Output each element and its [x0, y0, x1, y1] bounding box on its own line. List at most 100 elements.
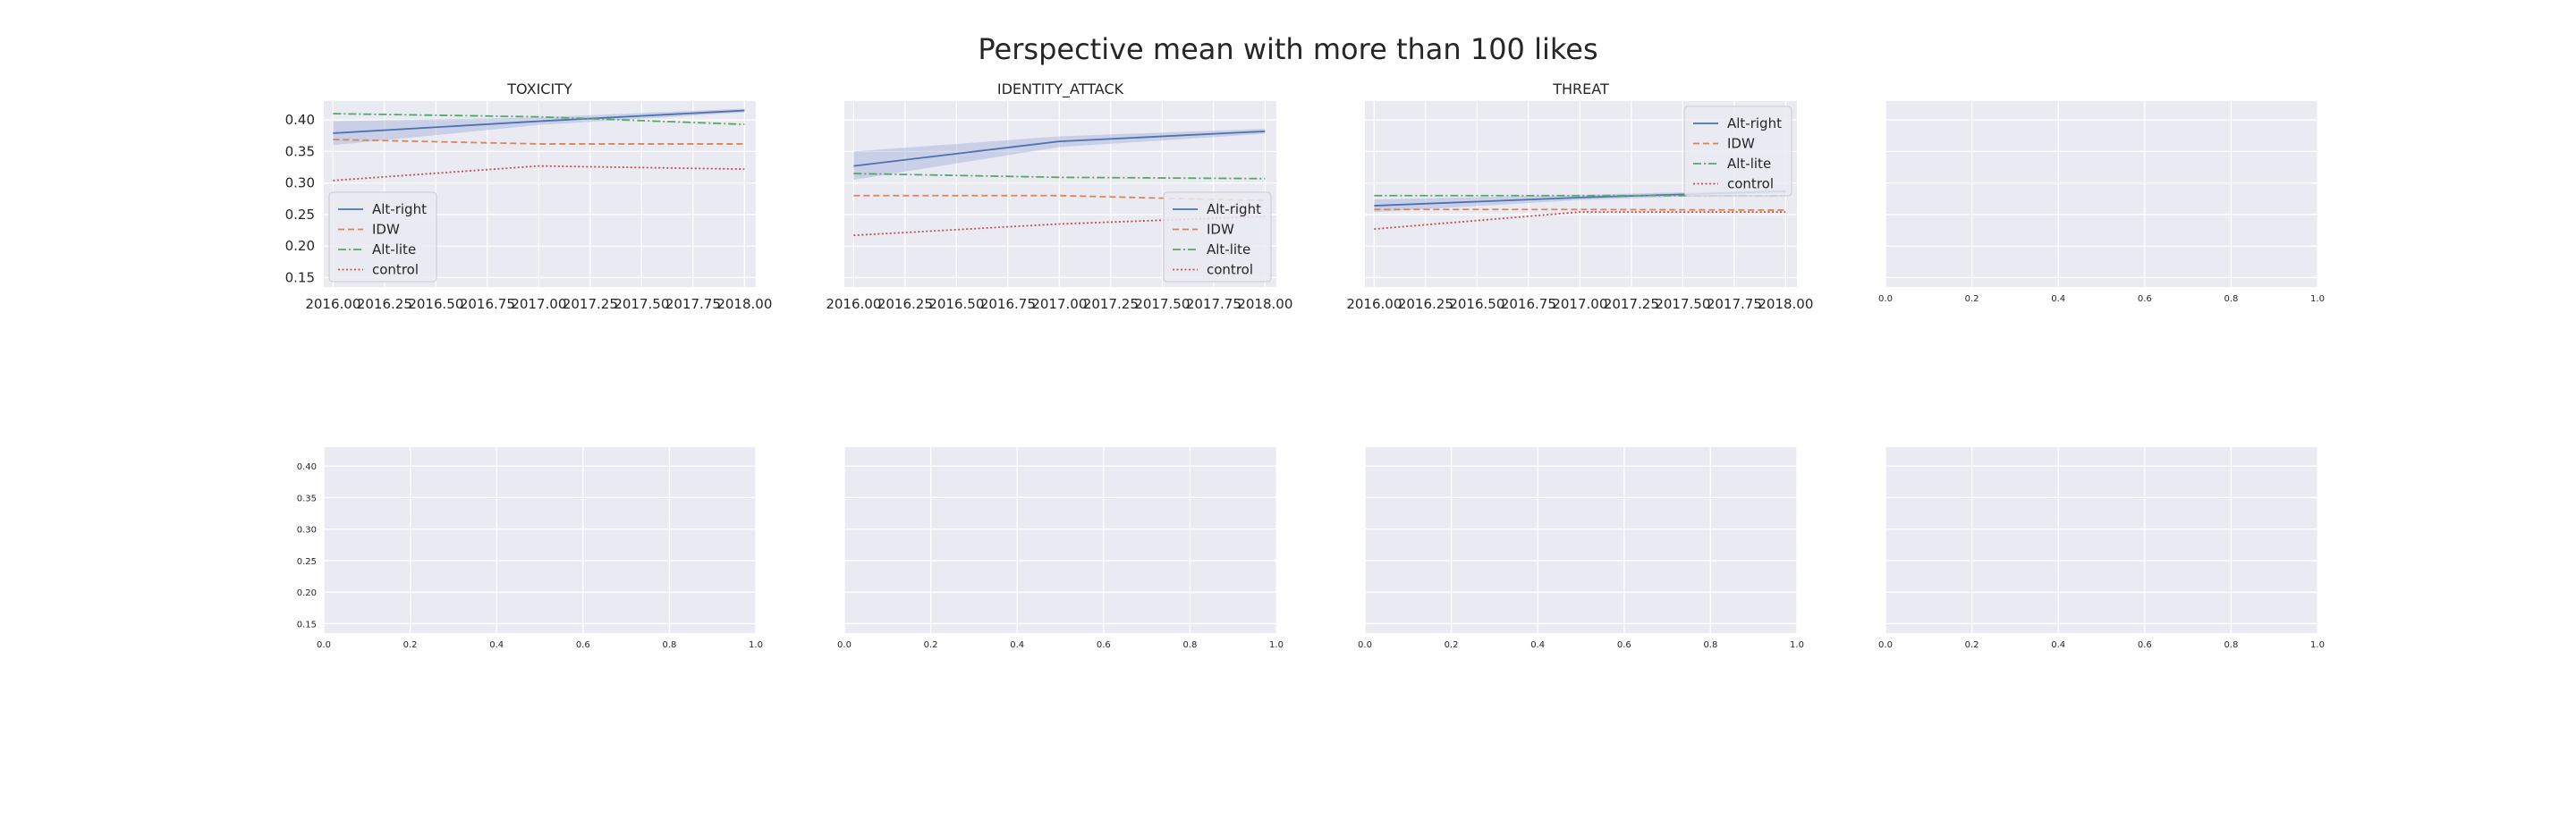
y-tick-label: 0.25: [285, 207, 315, 223]
x-tick-label: 2016.50: [928, 296, 984, 312]
x-tick-label: 0.4: [489, 640, 504, 650]
plot-area: [844, 447, 1276, 633]
x-tick-label: 1.0: [749, 640, 763, 650]
legend-label: Alt-lite: [372, 241, 416, 258]
legend: Alt-right IDW Alt-lite control: [328, 191, 437, 283]
x-tick-label: 0.6: [2138, 294, 2152, 304]
x-tick-label: 2017.25: [1083, 296, 1139, 312]
x-tick-label: 2017.25: [563, 296, 618, 312]
series-line-alt-lite: [853, 173, 1266, 180]
subplot-2: 2016.002016.252016.502016.752017.002017.…: [826, 80, 1292, 312]
y-tick-label: 0.30: [297, 526, 317, 536]
y-tick-label: 0.15: [285, 269, 315, 285]
legend-label: Alt-right: [1207, 201, 1261, 217]
x-tick-label: 2018.00: [1758, 296, 1813, 312]
subplot-8: 0.0 0.2 0.4 0.6 0.8 1.0: [1878, 447, 2325, 650]
legend: Alt-right IDW Alt-lite control: [1683, 106, 1792, 197]
confidence-band-alt-right: [333, 108, 745, 146]
legend-label: Alt-lite: [1207, 241, 1250, 258]
y-tick-label: 0.15: [297, 620, 317, 630]
legend-label: control: [372, 262, 419, 278]
x-tick-label: 0.8: [1703, 640, 1717, 650]
x-tick-label: 2016.25: [877, 296, 933, 312]
plot-area: [324, 447, 756, 633]
x-tick-label: 0.0: [1358, 640, 1372, 650]
x-tick-label: 0.8: [2224, 294, 2238, 304]
legend-box: [1163, 191, 1272, 283]
x-tick-label: 2016.75: [1501, 296, 1556, 312]
x-tick-label: 2016.25: [1398, 296, 1453, 312]
y-tick-label: 0.25: [297, 557, 317, 567]
subplot-6: 0.0 0.2 0.4 0.6 0.8 1.0: [837, 447, 1284, 650]
x-tick-label: 2016.00: [1346, 296, 1402, 312]
x-tick-label: 0.6: [1097, 640, 1111, 650]
x-tick-label: 0.4: [1010, 640, 1024, 650]
legend-label: IDW: [1207, 222, 1234, 238]
series-line-control: [1374, 211, 1786, 231]
subplot-title: IDENTITY_ATTACK: [997, 80, 1124, 98]
legend-box: [328, 191, 437, 283]
x-tick-label: 0.2: [1965, 640, 1979, 650]
x-tick-label: 2017.00: [1552, 296, 1607, 312]
y-tick-label: 0.40: [285, 112, 315, 128]
x-tick-label: 2016.75: [980, 296, 1036, 312]
x-tick-label: 1.0: [2310, 294, 2325, 304]
x-tick-label: 2017.75: [1186, 296, 1241, 312]
series-line-alt-lite: [333, 113, 745, 125]
subplot-title: TOXICITY: [506, 80, 572, 97]
subplot-1: 2016.002016.252016.502016.752017.002017.…: [285, 80, 773, 312]
subplot-title: THREAT: [1552, 80, 1609, 97]
x-tick-label: 2017.00: [511, 296, 566, 312]
x-tick-label: 2017.50: [1134, 296, 1190, 312]
x-tick-label: 0.6: [1617, 640, 1631, 650]
series-line-control: [333, 165, 745, 182]
legend-label: IDW: [372, 222, 400, 238]
y-tick-label: 0.40: [297, 462, 317, 472]
legend-label: IDW: [1727, 136, 1755, 152]
x-tick-label: 2017.50: [614, 296, 669, 312]
x-tick-label: 0.8: [1182, 640, 1197, 650]
legend-label: control: [1207, 262, 1253, 278]
x-tick-label: 0.0: [317, 640, 331, 650]
legend-label: control: [1727, 176, 1774, 192]
x-tick-label: 2018.00: [1237, 296, 1292, 312]
x-tick-label: 0.4: [2051, 294, 2065, 304]
subplot-4: 0.0 0.2 0.4 0.6 0.8 1.0: [1878, 101, 2325, 304]
legend-box: [1683, 106, 1792, 197]
x-tick-label: 0.2: [1445, 640, 1459, 650]
series-line-alt-right: [333, 109, 745, 134]
y-tick-label: 0.20: [285, 238, 315, 254]
x-tick-label: 0.4: [2051, 640, 2065, 650]
plot-area: [1885, 447, 2318, 633]
x-tick-label: 0.6: [2138, 640, 2152, 650]
subplot-5: 0.0 0.2 0.4 0.6 0.8 1.0 0.15 0.20 0.25 0.30 0.35 0.…: [297, 447, 763, 650]
y-tick-label: 0.30: [285, 175, 315, 191]
x-tick-label: 2016.50: [1449, 296, 1504, 312]
y-tick-label: 0.35: [285, 143, 315, 159]
plot-area: [1885, 101, 2318, 287]
x-tick-label: 2017.75: [1707, 296, 1762, 312]
x-tick-label: 0.2: [924, 640, 938, 650]
subplot-7: 0.0 0.2 0.4 0.6 0.8 1.0: [1358, 447, 1804, 650]
legend-label: Alt-right: [372, 201, 427, 217]
x-tick-label: 0.2: [403, 640, 418, 650]
x-tick-label: 2016.25: [357, 296, 412, 312]
y-tick-label: 0.35: [297, 494, 317, 503]
x-tick-label: 2016.00: [305, 296, 360, 312]
legend-label: Alt-lite: [1727, 156, 1771, 172]
legend-label: Alt-right: [1727, 115, 1782, 131]
x-tick-label: 2016.00: [826, 296, 881, 312]
series-line-alt-right: [853, 130, 1266, 167]
x-tick-label: 0.4: [1530, 640, 1545, 650]
x-tick-label: 2017.50: [1655, 296, 1710, 312]
x-tick-label: 2016.75: [460, 296, 515, 312]
x-tick-label: 2018.00: [716, 296, 772, 312]
plot-area: [1365, 447, 1797, 633]
legend: Alt-right IDW Alt-lite control: [1163, 191, 1272, 283]
x-tick-label: 0.0: [1878, 640, 1893, 650]
x-tick-label: 0.6: [576, 640, 590, 650]
x-tick-label: 2017.00: [1031, 296, 1087, 312]
x-tick-label: 2017.25: [1604, 296, 1659, 312]
y-tick-label: 0.20: [297, 588, 317, 598]
